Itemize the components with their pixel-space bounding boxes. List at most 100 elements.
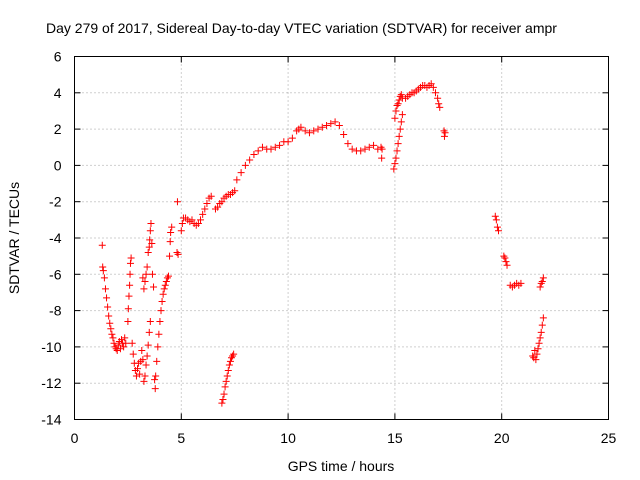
data-point [440, 132, 448, 140]
data-point [271, 143, 279, 151]
data-point [365, 143, 373, 151]
data-point [370, 141, 378, 149]
data-point [113, 347, 121, 355]
x-tick-label: 10 [280, 430, 296, 446]
plot-frame [74, 56, 609, 420]
data-point [398, 111, 406, 119]
data-point [397, 91, 405, 99]
data-point [250, 151, 258, 159]
data-point [101, 285, 109, 293]
data-point [429, 83, 437, 91]
data-point [111, 343, 119, 351]
x-tick-label: 15 [387, 430, 403, 446]
data-point [146, 317, 154, 325]
data-point [153, 357, 161, 365]
data-point [297, 123, 305, 131]
data-point [314, 125, 322, 133]
data-point [173, 249, 181, 257]
data-point [199, 210, 207, 218]
y-tick-label: -6 [49, 266, 62, 282]
y-tick-label: 0 [54, 157, 62, 173]
data-point [214, 203, 222, 211]
data-point [203, 200, 211, 208]
data-point [124, 317, 132, 325]
y-tick-label: -4 [49, 230, 62, 246]
data-point [167, 229, 175, 237]
data-point [494, 227, 502, 235]
data-point [331, 118, 339, 126]
data-point [397, 118, 405, 126]
data-point [207, 192, 215, 200]
data-point [435, 100, 443, 108]
y-tick-label: -10 [41, 339, 61, 355]
data-point [539, 274, 547, 282]
data-point [434, 94, 442, 102]
data-point [99, 263, 107, 271]
data-point [127, 254, 135, 262]
data-point [147, 219, 155, 227]
data-point [225, 361, 233, 369]
data-point [344, 140, 352, 148]
data-point [222, 377, 230, 385]
data-point [139, 274, 147, 282]
data-point [301, 127, 309, 135]
data-point [393, 147, 401, 155]
data-point [267, 145, 275, 153]
data-point [106, 319, 114, 327]
data-point [116, 345, 124, 353]
ticks-layer: 0 5 10 15 20 25 -14 -12 -10 -8 -6 -4 -2 0 2 4 6 [41, 49, 616, 447]
data-point [538, 321, 546, 329]
chart-title: Day 279 of 2017, Sidereal Day-to-day VTE… [46, 20, 557, 36]
y-tick-label: 4 [54, 85, 62, 101]
data-point [219, 396, 227, 404]
y-tick-label: 2 [54, 121, 62, 137]
data-point [391, 114, 399, 122]
data-point [140, 377, 148, 385]
data-point [531, 347, 539, 355]
data-point [126, 259, 134, 267]
data-point [157, 307, 165, 315]
data-point [394, 140, 402, 148]
data-point [231, 187, 239, 195]
y-tick-label: -14 [41, 412, 61, 428]
data-point [395, 132, 403, 140]
data-point [146, 236, 154, 244]
data-point [276, 141, 284, 149]
data-point [539, 314, 547, 322]
data-point [194, 219, 202, 227]
data-point [377, 143, 385, 151]
data-point [529, 352, 537, 360]
data-point [224, 366, 232, 374]
data-point [156, 317, 164, 325]
data-point [533, 350, 541, 358]
data-point [108, 330, 116, 338]
data-point [492, 216, 500, 224]
data-point [230, 350, 238, 358]
data-point [218, 198, 226, 206]
data-point [396, 125, 404, 133]
data-point [143, 263, 151, 271]
data-point [327, 120, 335, 128]
y-tick-label: -8 [49, 303, 62, 319]
data-point [122, 339, 130, 347]
data-point [532, 356, 540, 364]
data-point [124, 305, 132, 313]
data-point [436, 103, 444, 111]
data-point [159, 290, 167, 298]
data-point [348, 145, 356, 153]
data-point [378, 145, 386, 153]
data-point [237, 169, 245, 177]
data-point [110, 339, 118, 347]
data-point [142, 270, 150, 278]
data-point [160, 285, 168, 293]
data-point [162, 278, 170, 286]
data-points [98, 80, 547, 407]
data-point [538, 278, 546, 286]
data-point [154, 343, 162, 351]
data-point [150, 283, 158, 291]
data-point [305, 129, 313, 137]
data-point [227, 354, 235, 362]
data-point [140, 285, 148, 293]
data-point [178, 219, 186, 227]
